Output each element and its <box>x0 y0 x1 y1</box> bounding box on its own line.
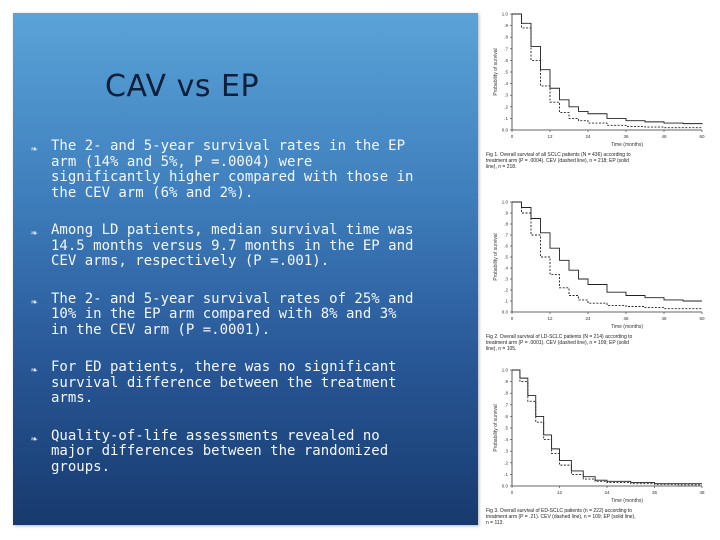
ep-survival-curve <box>512 201 702 302</box>
x-tick-label: 36 <box>623 134 629 139</box>
x-tick-label: 24 <box>585 134 591 139</box>
y-tick-label: .4 <box>504 437 508 442</box>
y-tick-label: .3 <box>504 449 508 454</box>
y-axis-label: Probability of survival <box>493 233 499 280</box>
y-tick-label: .7 <box>504 402 508 407</box>
x-axis-label: Time (months) <box>611 498 643 504</box>
y-tick-label: .6 <box>504 58 508 63</box>
y-tick-label: 0.0 <box>502 484 509 489</box>
x-tick-label: 36 <box>623 316 629 321</box>
y-tick-label: .1 <box>504 299 508 304</box>
y-tick-label: .5 <box>504 426 508 431</box>
x-tick-label: 12 <box>557 490 563 495</box>
bullet-text: The 2- and 5-year survival rates of 25% … <box>51 290 414 338</box>
y-tick-label: 1.0 <box>502 12 509 17</box>
bullet-text: For ED patients, there was no significan… <box>51 359 397 406</box>
figure-caption: Fig 1. Overall survival of all SCLC pati… <box>486 152 631 170</box>
x-tick-label: 48 <box>661 134 667 139</box>
x-tick-label: 48 <box>699 490 705 495</box>
y-tick-label: 0.0 <box>502 310 509 315</box>
y-tick-label: 0.0 <box>502 128 509 133</box>
y-tick-label: .1 <box>504 472 508 477</box>
y-tick-label: .8 <box>504 35 508 40</box>
x-tick-label: 36 <box>652 490 658 495</box>
x-tick-label: 24 <box>585 316 591 321</box>
y-tick-label: 1.0 <box>502 200 509 205</box>
y-axis-label: Probability of survival <box>493 404 499 451</box>
survival-chart-3: 0.0 .1 .2 .3 .4 .5 .6 .7 .8 .9 1.0 0 12 24 36 48 Probabi… <box>486 368 705 527</box>
swirl-bullet-icon: ❧ <box>31 226 38 239</box>
y-tick-label: .5 <box>504 255 508 260</box>
swirl-bullet-icon: ❧ <box>31 142 38 155</box>
y-tick-label: .2 <box>504 104 508 109</box>
figure-caption: Fig 2. Overall survival of LD-SCLC patie… <box>486 334 633 352</box>
y-tick-label: .2 <box>504 460 508 465</box>
x-tick-label: 0 <box>511 316 514 321</box>
x-tick-label: 60 <box>699 134 705 139</box>
y-tick-label: .6 <box>504 414 508 419</box>
swirl-bullet-icon: ❧ <box>31 294 38 308</box>
bullet-text: Quality-of-life assessments revealed no … <box>51 427 389 475</box>
y-tick-label: .3 <box>504 277 508 282</box>
y-axis-label: Probability of survival <box>493 48 499 95</box>
survival-chart-2: 0.0 .1 .2 .3 .4 .5 .6 .7 .8 .9 1.0 0 12 24 36 48 60 Proba… <box>486 200 705 353</box>
survival-figure-1: 0.0 .1 .2 .3 .4 .5 .6 .7 .8 .9 1.0 0 12 24 36 48 60 Proba… <box>482 8 714 180</box>
x-tick-label: 48 <box>661 316 667 321</box>
x-tick-label: 12 <box>547 316 553 321</box>
y-tick-label: .9 <box>504 23 508 28</box>
x-tick-label: 12 <box>547 134 553 139</box>
ep-survival-curve <box>512 13 703 125</box>
y-tick-label: .4 <box>504 81 508 86</box>
figure-caption: Fig 3. Overall survival of ED-SCLC patie… <box>486 508 636 526</box>
survival-figure-3: 0.0 .1 .2 .3 .4 .5 .6 .7 .8 .9 1.0 0 12 24 36 48 Probabi… <box>482 364 714 534</box>
x-axis-label: Time (months) <box>611 324 643 330</box>
ep-survival-curve <box>512 369 702 485</box>
y-tick-label: .6 <box>504 244 508 249</box>
bullet-list: ❧ The 2- and 5-year survival rates in the… <box>31 138 421 497</box>
bullet-item: ❧ The 2- and 5-year survival rates of 25%… <box>31 290 421 339</box>
bullet-text: The 2- and 5-year survival rates in the … <box>51 138 414 201</box>
x-axis-label: Time (months) <box>611 142 643 148</box>
y-tick-label: .8 <box>504 391 508 396</box>
bullet-item: ❧ The 2- and 5-year survival rates in the… <box>31 138 421 201</box>
survival-chart-1: 0.0 .1 .2 .3 .4 .5 .6 .7 .8 .9 1.0 0 12 24 36 48 60 Proba… <box>486 12 705 171</box>
bullet-item: ❧ For ED patients, there was no significa… <box>31 359 421 407</box>
x-tick-label: 0 <box>511 134 514 139</box>
y-tick-label: .7 <box>504 46 508 51</box>
x-tick-label: 24 <box>604 490 610 495</box>
slide-title: CAV vs EP <box>105 69 260 104</box>
bullet-item: ❧ Among LD patients, median survival time… <box>31 222 421 270</box>
swirl-bullet-icon: ❧ <box>31 363 38 376</box>
y-tick-label: .9 <box>504 211 508 216</box>
slide-panel: CAV vs EP ❧ The 2- and 5-year survival ra… <box>13 13 478 525</box>
y-tick-label: .9 <box>504 379 508 384</box>
y-tick-label: .7 <box>504 233 508 238</box>
y-tick-label: .3 <box>504 93 508 98</box>
x-tick-label: 0 <box>511 490 514 495</box>
y-tick-label: 1.0 <box>502 368 509 373</box>
y-tick-label: .2 <box>504 288 508 293</box>
cev-survival-curve <box>512 13 702 129</box>
swirl-bullet-icon: ❧ <box>31 431 38 445</box>
y-tick-label: .4 <box>504 266 508 271</box>
y-tick-label: .8 <box>504 222 508 227</box>
bullet-text: Among LD patients, median survival time … <box>51 222 414 269</box>
cev-survival-curve <box>512 201 702 310</box>
y-tick-label: .5 <box>504 70 508 75</box>
x-tick-label: 60 <box>699 316 705 321</box>
bullet-item: ❧ Quality-of-life assessments revealed no… <box>31 427 421 476</box>
survival-figure-2: 0.0 .1 .2 .3 .4 .5 .6 .7 .8 .9 1.0 0 12 24 36 48 60 Proba… <box>482 196 714 362</box>
cev-survival-curve <box>512 369 702 486</box>
y-tick-label: .1 <box>504 116 508 121</box>
